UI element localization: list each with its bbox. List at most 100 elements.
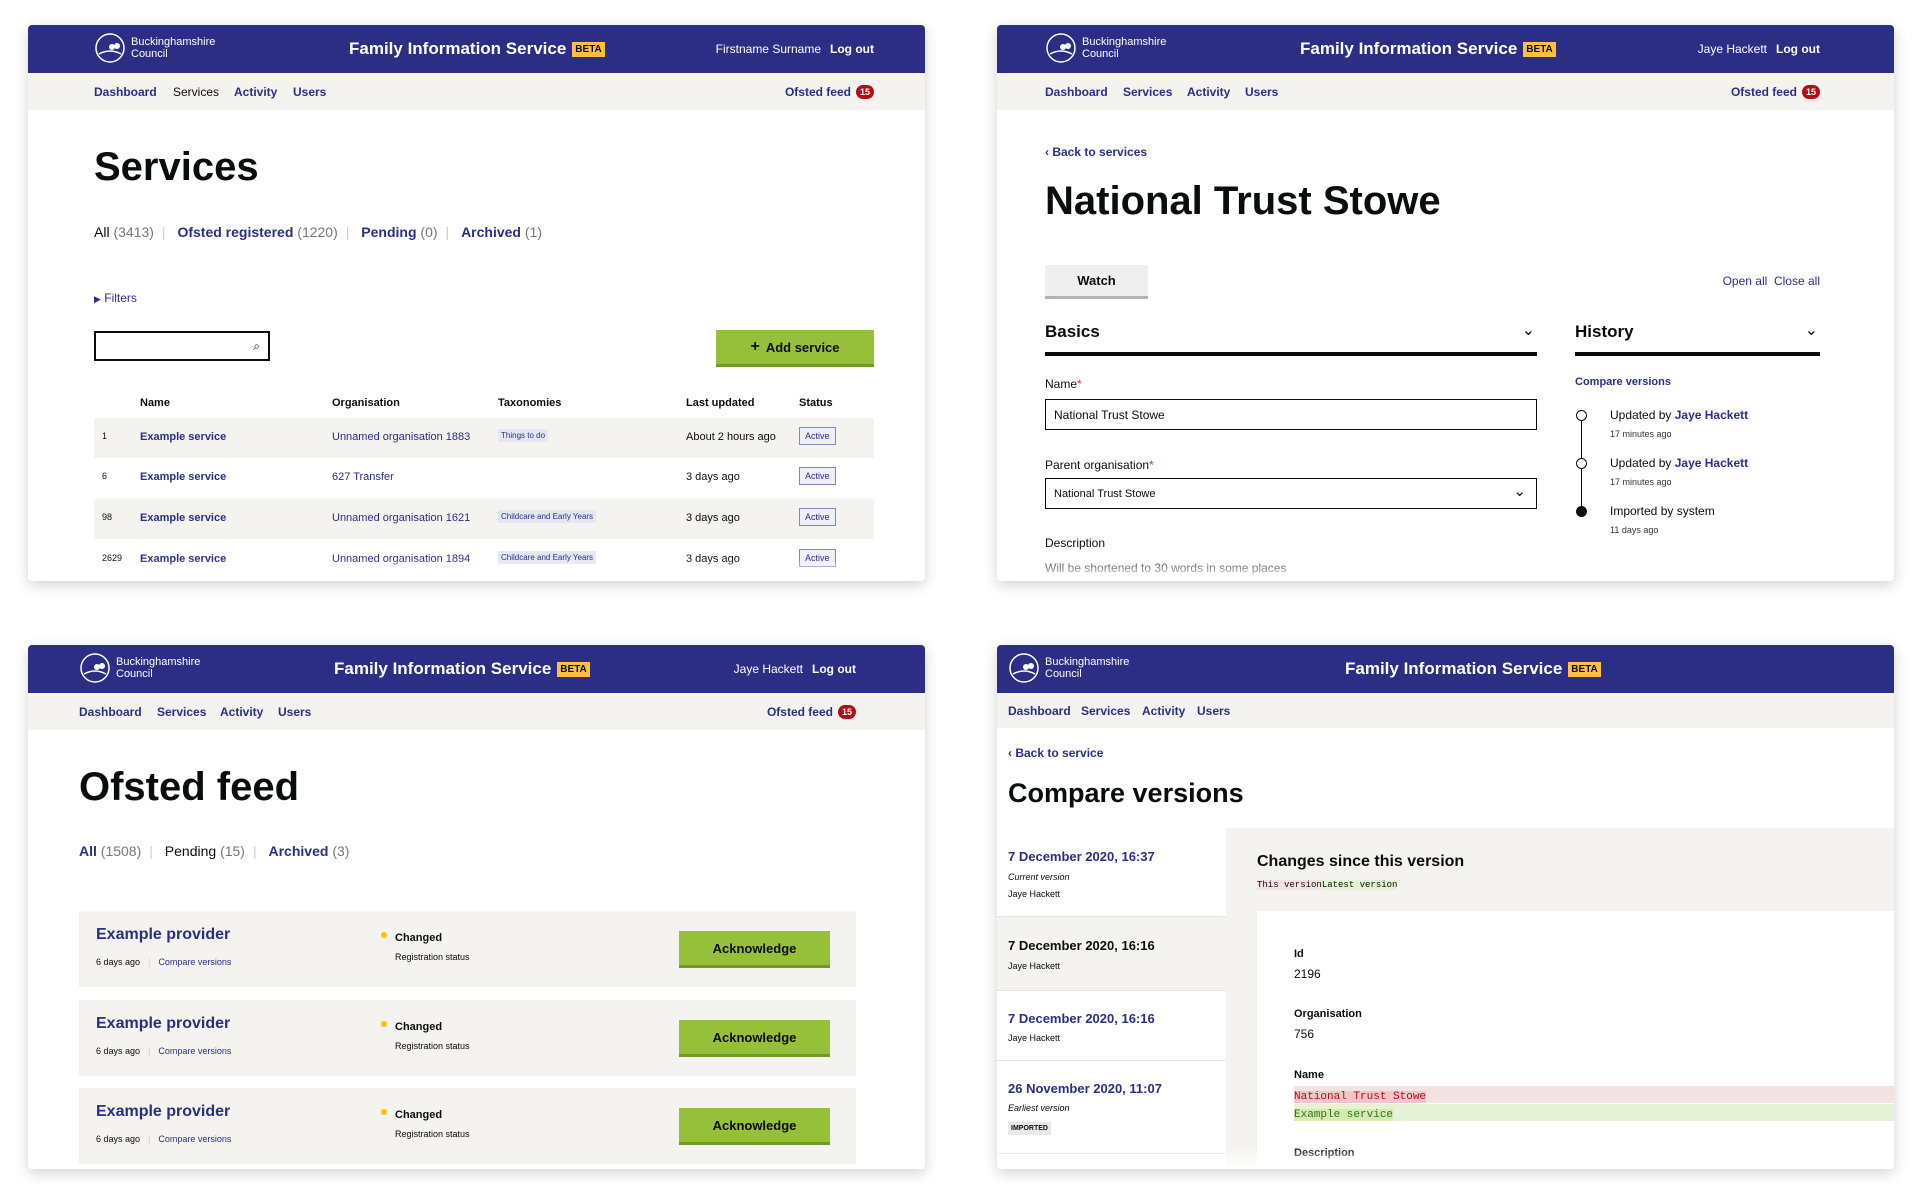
basics-accordion-header[interactable]: Basics ⌄ xyxy=(1045,322,1537,356)
search-input[interactable]: ⌕ xyxy=(94,331,270,361)
service-name-link[interactable]: Example service xyxy=(140,471,227,483)
tab-pending[interactable]: Pending (15) xyxy=(165,843,245,859)
version-date[interactable]: 7 December 2020, 16:16 xyxy=(1008,1011,1155,1026)
version-item[interactable]: 7 December 2020, 16:37 Current version J… xyxy=(997,828,1226,917)
user-area: Jaye Hackett Log out xyxy=(734,662,856,676)
version-item-selected[interactable]: 7 December 2020, 16:16 Jaye Hackett xyxy=(997,917,1226,991)
service-name-link[interactable]: Example service xyxy=(140,512,227,524)
service-title: Family Information Service xyxy=(334,659,552,678)
search-icon[interactable]: ⌕ xyxy=(253,338,260,353)
watch-button[interactable]: Watch xyxy=(1045,265,1148,299)
service-name-link[interactable]: Example service xyxy=(140,431,227,443)
acknowledge-button[interactable]: Acknowledge xyxy=(679,1020,830,1057)
nav-services[interactable]: Services xyxy=(157,705,207,719)
user-link[interactable]: Jaye Hackett xyxy=(1674,456,1749,470)
logout-link[interactable]: Log out xyxy=(812,662,856,676)
column-header-last-updated: Last updated xyxy=(686,397,755,409)
nav-users[interactable]: Users xyxy=(293,85,327,99)
name-input[interactable]: National Trust Stowe xyxy=(1045,399,1537,430)
version-item[interactable] xyxy=(997,1154,1226,1169)
version-item[interactable]: 7 December 2020, 16:16 Jaye Hackett xyxy=(997,991,1226,1061)
tab-all[interactable]: All (3413) xyxy=(94,224,154,240)
organisation-link[interactable]: 627 Transfer xyxy=(332,471,394,483)
provider-name-link[interactable]: Example provider xyxy=(96,1015,231,1032)
service-name: Family Information Service BETA xyxy=(1300,39,1556,59)
nav-dashboard[interactable]: Dashboard xyxy=(79,705,142,719)
provider-name-link[interactable]: Example provider xyxy=(96,926,231,943)
table-row[interactable]: 98 Example service Unnamed organisation … xyxy=(94,499,874,539)
organisation-link[interactable]: Unnamed organisation 1621 xyxy=(332,512,471,524)
compare-versions-link[interactable]: Compare versions xyxy=(158,957,232,967)
compare-versions-link[interactable]: Compare versions xyxy=(158,1046,232,1056)
version-date[interactable]: 26 November 2020, 11:07 xyxy=(1008,1081,1162,1096)
table-row[interactable]: 2629 Example service Unnamed organisatio… xyxy=(94,540,874,580)
table-row[interactable]: 1 Example service Unnamed organisation 1… xyxy=(94,418,874,458)
count-badge: 15 xyxy=(855,85,874,99)
tab-pending[interactable]: Pending (0) xyxy=(361,224,437,240)
nav-dashboard[interactable]: Dashboard xyxy=(94,85,157,99)
nav-ofsted-feed[interactable]: Ofsted feed 15 xyxy=(767,705,856,719)
nav-users[interactable]: Users xyxy=(278,705,312,719)
page-title: National Trust Stowe xyxy=(1045,179,1441,223)
council-logo[interactable]: Buckinghamshire Council xyxy=(1008,652,1129,684)
filters-toggle[interactable]: ▶ Filters xyxy=(94,291,137,305)
organisation-link[interactable]: Unnamed organisation 1883 xyxy=(332,431,471,443)
acknowledge-button[interactable]: Acknowledge xyxy=(679,931,830,968)
nav-activity[interactable]: Activity xyxy=(1187,85,1231,99)
close-all-link[interactable]: Close all xyxy=(1773,274,1820,288)
parent-organisation-select[interactable]: National Trust Stowe ⌄ xyxy=(1045,478,1537,509)
tab-archived[interactable]: Archived (1) xyxy=(461,224,542,240)
phase-tag: BETA xyxy=(1568,662,1601,677)
table-row[interactable]: 6 Example service 627 Transfer 3 days ag… xyxy=(94,458,874,498)
tab-count: (3413) xyxy=(113,224,154,240)
version-date[interactable]: 7 December 2020, 16:37 xyxy=(1008,849,1155,864)
nav-dashboard[interactable]: Dashboard xyxy=(1045,85,1108,99)
nav-services[interactable]: Services xyxy=(1123,85,1173,99)
field-label: Organisation xyxy=(1294,1008,1362,1020)
user-link[interactable]: Jaye Hackett xyxy=(1674,408,1749,422)
page-title: Ofsted feed xyxy=(79,765,300,809)
nav-ofsted-feed[interactable]: Ofsted feed 15 xyxy=(1731,85,1820,99)
nav-ofsted-feed[interactable]: Ofsted feed 15 xyxy=(785,85,874,99)
acknowledge-button[interactable]: Acknowledge xyxy=(679,1108,830,1145)
back-link[interactable]: ‹ Back to services xyxy=(1045,145,1147,159)
version-item[interactable]: 26 November 2020, 11:07 Earliest version… xyxy=(997,1061,1226,1154)
nav-activity[interactable]: Activity xyxy=(220,705,264,719)
column-header-name: Name xyxy=(140,397,170,409)
tab-ofsted-registered[interactable]: Ofsted registered (1220) xyxy=(177,224,337,240)
nav-services[interactable]: Services xyxy=(173,85,220,99)
filter-tabs: All (3413) | Ofsted registered (1220) | Pe… xyxy=(94,224,542,240)
last-updated: 3 days ago xyxy=(686,553,740,565)
nav-dashboard[interactable]: Dashboard xyxy=(1008,704,1071,718)
tab-all[interactable]: All (1508) xyxy=(79,843,141,859)
nav-users[interactable]: Users xyxy=(1245,85,1279,99)
service-name-link[interactable]: Example service xyxy=(140,553,227,565)
primary-nav: Dashboard Services Activity Users Ofsted… xyxy=(28,73,925,110)
user-name: Jaye Hackett xyxy=(733,662,804,676)
logout-link[interactable]: Log out xyxy=(1776,42,1820,56)
tab-label: Pending xyxy=(164,843,217,859)
tab-archived[interactable]: Archived (3) xyxy=(269,843,350,859)
column-header-taxonomies: Taxonomies xyxy=(498,397,562,409)
event-text: Updated by xyxy=(1610,456,1672,470)
nav-activity[interactable]: Activity xyxy=(1142,704,1186,718)
council-logo[interactable]: Buckinghamshire Council xyxy=(1045,32,1166,64)
council-logo[interactable]: Buckinghamshire Council xyxy=(79,652,200,684)
nav-activity[interactable]: Activity xyxy=(234,85,278,99)
organisation-link[interactable]: Unnamed organisation 1894 xyxy=(332,553,471,565)
council-logo[interactable]: Buckinghamshire Council xyxy=(94,32,215,64)
history-accordion-header[interactable]: History ⌄ xyxy=(1575,322,1820,356)
compare-versions-link[interactable]: Compare versions xyxy=(158,1134,232,1144)
logout-link[interactable]: Log out xyxy=(830,42,874,56)
nav-users[interactable]: Users xyxy=(1197,704,1231,718)
open-all-link[interactable]: Open all xyxy=(1722,274,1768,288)
service-detail-screen: Buckinghamshire Council Family Informatio… xyxy=(997,25,1894,581)
diff-added-row: Example service xyxy=(1294,1104,1894,1121)
back-link[interactable]: ‹ Back to service xyxy=(1008,746,1103,760)
council-name: Buckinghamshire xyxy=(1045,656,1130,668)
compare-versions-screen: Buckinghamshire Council Family Informatio… xyxy=(997,645,1894,1169)
provider-name-link[interactable]: Example provider xyxy=(96,1103,231,1120)
nav-services[interactable]: Services xyxy=(1081,704,1131,718)
compare-versions-link[interactable]: Compare versions xyxy=(1575,376,1671,388)
add-service-button[interactable]: + Add service xyxy=(716,330,874,367)
